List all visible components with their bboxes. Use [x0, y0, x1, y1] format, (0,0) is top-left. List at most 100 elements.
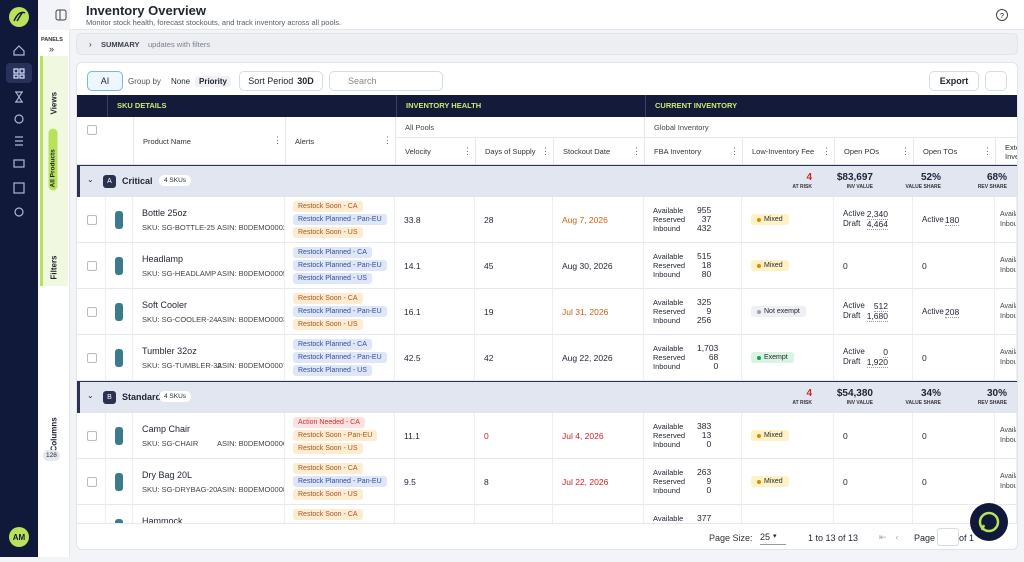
external-label: Available [1000, 427, 1016, 434]
row-checkbox[interactable] [87, 307, 97, 317]
fee-pill: Mixed [751, 260, 789, 271]
column-header[interactable]: FBA Inventory [644, 138, 742, 165]
cell: Restock Soon - CA Restock Planned - Pan-E… [285, 197, 395, 243]
collapse-icon[interactable]: ⌄ [87, 391, 94, 400]
avatar[interactable]: AM [13, 533, 26, 542]
pos-label: Active [843, 209, 865, 218]
table-row[interactable]: Headlamp SKU: SG-HEADLAMP ASIN: B0DEMO0005… [77, 243, 1017, 289]
group-option[interactable]: None [171, 77, 191, 86]
column-header[interactable]: External Inventory [995, 138, 1017, 165]
cell: 0 [913, 413, 995, 459]
tos-value: 0 [922, 261, 927, 271]
ai-button[interactable]: AI [87, 71, 123, 91]
column-menu[interactable]: ⋮ [541, 145, 550, 156]
fba-value: 0 [706, 485, 712, 495]
product-name: Bottle 25oz [142, 208, 188, 218]
pos-value: 512 [873, 301, 888, 312]
cell: 11.1 [395, 413, 475, 459]
product-name: Headlamp [142, 254, 184, 264]
cell: 0 [475, 413, 553, 459]
cell: Available Inbound [995, 335, 1017, 381]
table-row[interactable]: Camp Chair SKU: SG-CHAIR ASIN: B0DEMO0006 A… [77, 413, 1017, 459]
sort-period[interactable]: Sort Period 30D [239, 71, 323, 91]
views-tab[interactable]: Views [49, 91, 59, 115]
column-menu[interactable]: ⋮ [383, 135, 392, 145]
group-row[interactable]: ⌄ B Standard 4 SKUs 4 AT RISK $54,380 INV VALUE… [77, 381, 1017, 413]
column-menu[interactable]: ⋮ [273, 135, 282, 145]
fba-label: Inbound [653, 486, 681, 495]
export-button[interactable]: Export [929, 71, 979, 91]
group-option[interactable]: Priority [195, 76, 232, 87]
chat-button[interactable] [970, 503, 1008, 541]
cell: Available Inbound [995, 197, 1017, 243]
column-menu[interactable]: ⋮ [901, 145, 910, 156]
table-row[interactable]: Hammock Restock Soon - CA Available 377 [77, 505, 1017, 523]
row-checkbox[interactable] [87, 353, 97, 363]
pos-value: 1,920 [866, 357, 888, 368]
table-card: AI Group by None Priority Sort Period 30D Sear… [76, 62, 1018, 550]
column-header[interactable]: Product Name [133, 117, 285, 165]
panels-expand[interactable]: » [49, 44, 55, 54]
row-checkbox[interactable] [87, 477, 97, 487]
search-box[interactable]: Search [329, 71, 443, 91]
group-stat-label: VALUE SHARE [905, 400, 941, 406]
page-size-caret[interactable]: ▾ [773, 533, 777, 540]
collapse-icon[interactable]: ⌄ [87, 175, 94, 184]
sort-label: Sort Period [248, 76, 294, 86]
row-checkbox[interactable] [87, 261, 97, 271]
fba-value: 0 [713, 361, 719, 371]
fba-label: Available [653, 468, 684, 477]
cell: Camp Chair SKU: SG-CHAIR ASIN: B0DEMO0006 [133, 413, 285, 459]
column-menu[interactable]: ⋮ [632, 145, 641, 156]
column-menu[interactable]: ⋮ [983, 145, 992, 156]
columns-tab[interactable]: Columns [49, 417, 59, 452]
filters-tab[interactable]: Filters [49, 255, 59, 280]
fba-value: 263 [697, 467, 712, 477]
column-menu[interactable]: ⋮ [822, 145, 831, 156]
refresh-button[interactable] [985, 71, 1007, 91]
fba-label: Available [653, 252, 684, 261]
column-header[interactable]: Days of Supply [475, 138, 553, 165]
cell: Available 377 [644, 505, 742, 523]
table-row[interactable]: Bottle 25oz SKU: SG-BOTTLE-25 ASIN: B0DEMO… [77, 197, 1017, 243]
table-row[interactable]: Soft Cooler SKU: SG-COOLER-24 ASIN: B0DEMO… [77, 289, 1017, 335]
external-label: Available [1000, 211, 1016, 218]
group-stat-label: AT RISK [792, 184, 812, 190]
page-input[interactable] [937, 528, 959, 546]
pos-label: Draft [843, 357, 861, 366]
all-products-view[interactable]: All Products [48, 128, 58, 191]
group-row[interactable]: ⌄ A Critical 4 SKUs 4 AT RISK $83,697 INV VALUE… [77, 165, 1017, 197]
fba-value: 383 [697, 421, 712, 431]
summary-bar[interactable]: › SUMMARY updates with filters [76, 33, 1018, 55]
fba-label: Inbound [653, 316, 681, 325]
column-menu[interactable]: ⋮ [730, 145, 739, 156]
velocity: 9.5 [404, 477, 416, 487]
cell: 14.1 [395, 243, 475, 289]
column-header[interactable]: Open TOs [913, 138, 995, 165]
column-header[interactable]: Velocity [395, 138, 475, 165]
table-row[interactable]: Tumbler 32oz SKU: SG-TUMBLER-32 ASIN: B0DE… [77, 335, 1017, 381]
row-checkbox[interactable] [87, 431, 97, 441]
column-header[interactable]: Low-Inventory Fee [742, 138, 834, 165]
summary-label: SUMMARY [101, 40, 140, 49]
page-nav[interactable]: ⇤‹ [879, 532, 908, 542]
pos-value: 2,340 [866, 209, 888, 220]
panels-label: PANELS [41, 37, 63, 43]
cell [995, 505, 1017, 523]
column-header[interactable]: Alerts [285, 117, 395, 165]
select-all[interactable] [87, 125, 97, 135]
product-name: Soft Cooler [142, 300, 188, 310]
cell: Restock Soon - CA [285, 505, 395, 523]
column-header[interactable]: Open POs [834, 138, 913, 165]
table-header: SKU DETAILS INVENTORY HEALTH CURRENT INVEN… [77, 95, 1017, 165]
group-stat-label: INV VALUE [846, 184, 873, 190]
fba-value: 68 [708, 352, 719, 362]
column-header[interactable]: Stockout Date [553, 138, 644, 165]
panel-toggle[interactable] [55, 9, 67, 21]
table-row[interactable]: Dry Bag 20L SKU: SG-DRYBAG-20 ASIN: B0DEMO… [77, 459, 1017, 505]
help-icon[interactable]: ? [995, 8, 1009, 22]
page-size[interactable]: 25 [760, 529, 787, 545]
column-menu[interactable]: ⋮ [463, 145, 472, 156]
row-checkbox[interactable] [87, 215, 97, 225]
cell: Jul 22, 2026 [553, 459, 644, 505]
